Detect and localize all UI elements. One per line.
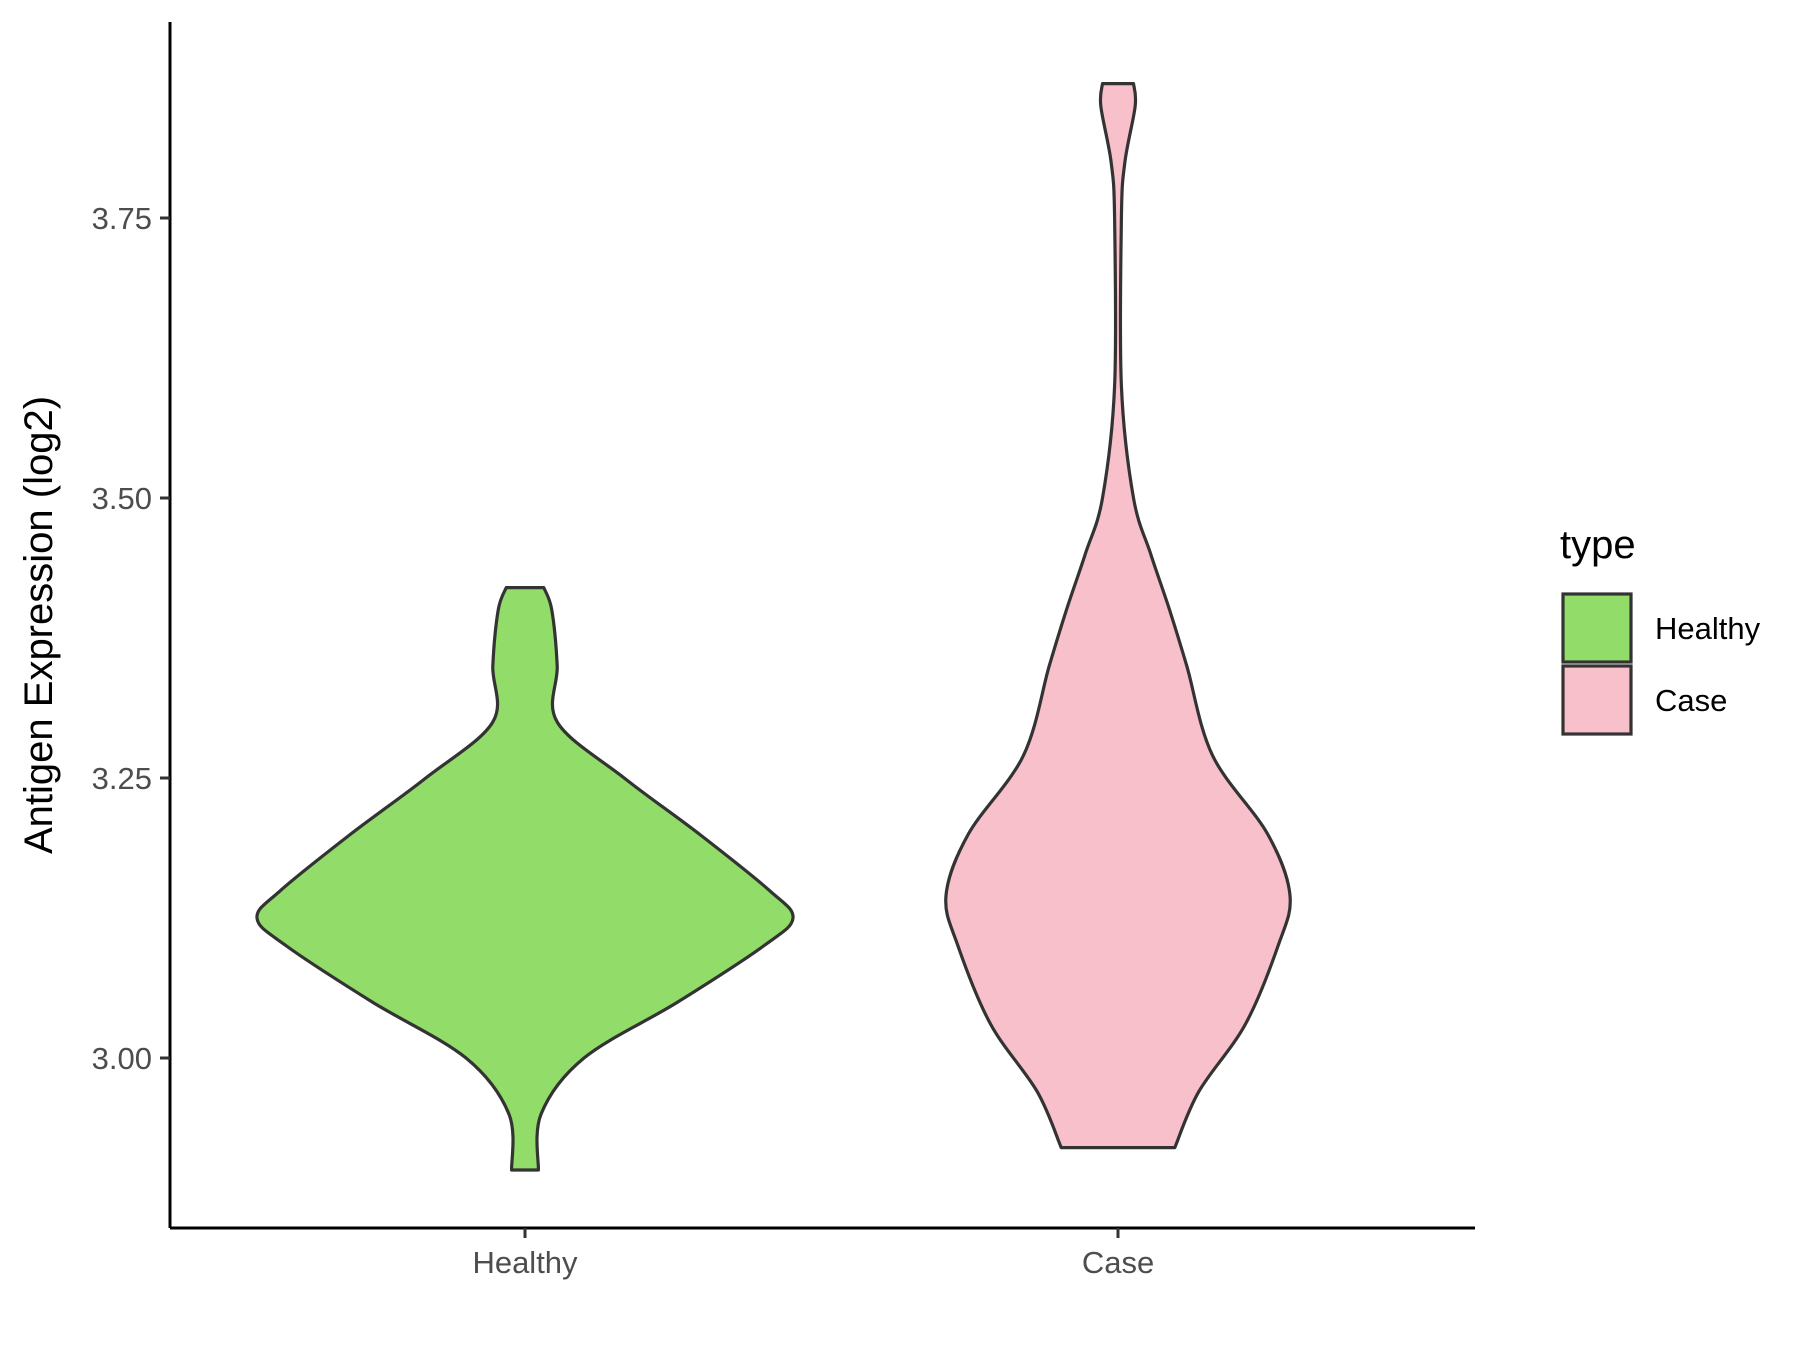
- y-tick-label: 3.75: [92, 201, 152, 236]
- y-ticks: 3.00 3.25 3.50 3.75: [92, 201, 170, 1076]
- x-tick-label: Case: [1082, 1245, 1154, 1280]
- legend-swatch-healthy: [1561, 592, 1633, 664]
- y-tick-label: 3.25: [92, 761, 152, 796]
- violin-healthy: [255, 586, 795, 1172]
- y-axis-title: Antigen Expression (log2): [17, 396, 61, 854]
- x-tick-label: Healthy: [472, 1245, 578, 1280]
- legend-swatch-case: [1561, 664, 1633, 736]
- axes: [168, 22, 1475, 1230]
- violin-case: [944, 82, 1292, 1150]
- violin-layer: [255, 82, 1292, 1172]
- legend-label-healthy: Healthy: [1655, 611, 1761, 646]
- x-ticks: Healthy Case: [472, 1228, 1154, 1280]
- legend-label-case: Case: [1655, 683, 1727, 718]
- legend-title: type: [1560, 523, 1636, 567]
- y-tick-label: 3.00: [92, 1041, 152, 1076]
- y-tick-label: 3.50: [92, 481, 152, 516]
- legend: type Healthy Case: [1560, 523, 1761, 736]
